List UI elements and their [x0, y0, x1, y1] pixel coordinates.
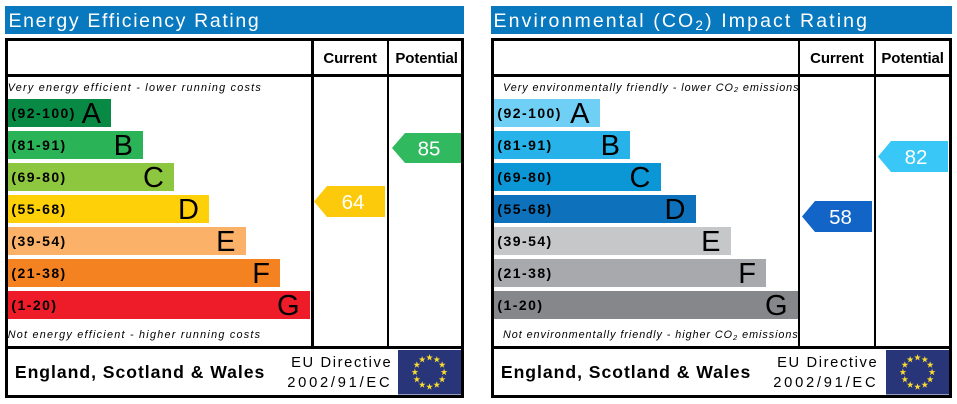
svg-text:64: 64	[341, 191, 364, 214]
svg-text:82: 82	[905, 146, 928, 169]
svg-text:85: 85	[418, 137, 441, 160]
svg-text:58: 58	[829, 206, 852, 229]
